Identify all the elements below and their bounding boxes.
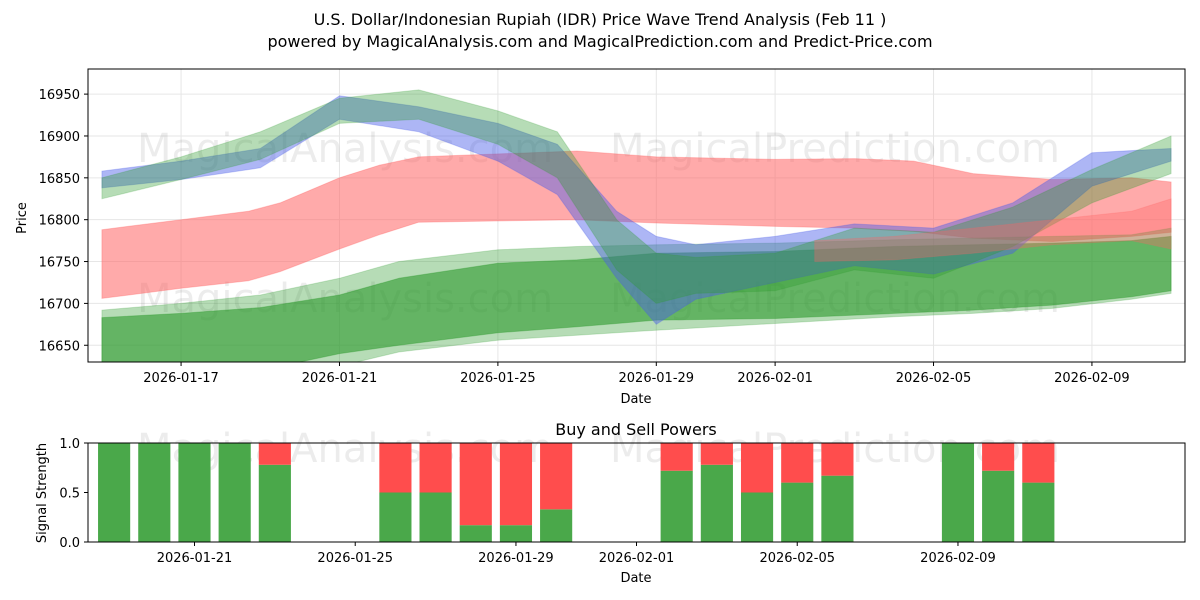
buy-bar-9 bbox=[540, 509, 573, 542]
buy-bar-2 bbox=[178, 443, 211, 542]
signal-chart-title: Buy and Sell Powers bbox=[555, 420, 717, 439]
band-green-wave-high bbox=[101, 89, 1172, 304]
signal-x-tick-label-0: 2026-01-21 bbox=[157, 551, 233, 566]
sell-bar-17 bbox=[1022, 443, 1055, 483]
sell-bar-4 bbox=[258, 443, 291, 465]
sell-bar-16 bbox=[982, 443, 1015, 471]
sell-bar-10 bbox=[660, 443, 693, 471]
buy-bar-4 bbox=[258, 464, 291, 542]
signal-x-tick-label-3: 2026-02-01 bbox=[599, 551, 675, 566]
price-plot-frame bbox=[87, 68, 1186, 363]
price-y-tick-label-1: 16700 bbox=[39, 297, 80, 312]
buy-bar-13 bbox=[781, 482, 814, 542]
price-x-axis-label: Date bbox=[620, 392, 651, 407]
price-panel: MagicalAnalysis.com MagicalPrediction.co… bbox=[15, 68, 1186, 407]
sell-bar-14 bbox=[821, 443, 854, 476]
price-y-tick-label-2: 16750 bbox=[39, 256, 80, 271]
buy-bar-8 bbox=[499, 525, 533, 542]
sell-bar-13 bbox=[781, 443, 814, 483]
buy-bar-7 bbox=[459, 525, 492, 542]
sell-bar-12 bbox=[740, 443, 774, 493]
band-red-wave bbox=[101, 150, 1172, 299]
buy-bar-10 bbox=[660, 470, 693, 542]
buy-bar-14 bbox=[821, 475, 854, 542]
buy-bar-1 bbox=[138, 443, 171, 542]
buy-bar-12 bbox=[740, 492, 774, 542]
sell-bar-5 bbox=[379, 443, 412, 493]
buy-bar-11 bbox=[700, 464, 733, 542]
price-x-ticks: 2026-01-17 2026-01-21 2026-01-25 2026-01-29… bbox=[143, 362, 1130, 386]
signal-x-tick-label-2: 2026-01-29 bbox=[478, 551, 554, 566]
signal-x-tick-label-4: 2026-02-05 bbox=[759, 551, 835, 566]
signal-x-tick-label-1: 2026-01-25 bbox=[317, 551, 393, 566]
sell-bar-9 bbox=[540, 443, 573, 510]
signal-y-ticks: 0.0 0.5 1.0 bbox=[59, 437, 88, 551]
sell-bar-7 bbox=[459, 443, 492, 526]
chart-title: U.S. Dollar/Indonesian Rupiah (IDR) Pric… bbox=[314, 10, 887, 29]
signal-panel: Buy and Sell Powers MagicalAnalysis.com … bbox=[35, 420, 1186, 586]
signal-y-axis-label: Signal Strength bbox=[35, 443, 50, 543]
sell-bar-11 bbox=[700, 443, 733, 465]
band-brown-wave bbox=[814, 198, 1172, 262]
price-y-ticks: 16650 16700 16750 16800 16850 16900 16950 bbox=[39, 88, 88, 354]
signal-y-tick-label-1: 0.5 bbox=[59, 487, 80, 502]
sell-bar-6 bbox=[419, 443, 452, 493]
price-x-tick-label-3: 2026-01-29 bbox=[619, 371, 695, 386]
price-bands bbox=[101, 89, 1172, 362]
chart-subtitle: powered by MagicalAnalysis.com and Magic… bbox=[267, 32, 932, 51]
price-y-tick-label-0: 16650 bbox=[39, 339, 80, 354]
price-y-tick-label-3: 16800 bbox=[39, 214, 80, 229]
signal-y-tick-label-0: 0.0 bbox=[59, 536, 80, 551]
buy-bar-16 bbox=[982, 470, 1015, 542]
price-x-tick-label-1: 2026-01-21 bbox=[302, 371, 378, 386]
price-x-tick-label-2: 2026-01-25 bbox=[460, 371, 536, 386]
price-y-tick-label-6: 16950 bbox=[39, 88, 80, 103]
signal-bars bbox=[98, 443, 1055, 542]
price-y-tick-label-5: 16900 bbox=[39, 130, 80, 145]
band-green-wave-wide bbox=[101, 227, 1172, 362]
buy-bar-5 bbox=[379, 492, 412, 542]
buy-bar-15 bbox=[941, 443, 975, 542]
buy-bar-17 bbox=[1022, 482, 1055, 542]
price-y-axis-label: Price bbox=[15, 202, 30, 234]
buy-bar-6 bbox=[419, 492, 452, 542]
price-y-tick-label-4: 16850 bbox=[39, 172, 80, 187]
buy-bar-0 bbox=[98, 443, 131, 542]
signal-x-tick-label-5: 2026-02-09 bbox=[920, 551, 996, 566]
price-x-tick-label-0: 2026-01-17 bbox=[143, 371, 219, 386]
band-blue-wave bbox=[101, 95, 1172, 325]
price-x-tick-label-6: 2026-02-09 bbox=[1054, 371, 1130, 386]
band-green-wave-low bbox=[101, 235, 1172, 362]
price-x-tick-label-5: 2026-02-05 bbox=[896, 371, 972, 386]
signal-x-ticks: 2026-01-21 2026-01-25 2026-01-29 2026-02-01… bbox=[157, 542, 996, 566]
sell-bar-8 bbox=[499, 443, 533, 526]
buy-bar-3 bbox=[218, 443, 251, 542]
price-x-tick-label-4: 2026-02-01 bbox=[737, 371, 813, 386]
signal-y-tick-label-2: 1.0 bbox=[59, 437, 80, 452]
signal-x-axis-label: Date bbox=[620, 571, 651, 586]
